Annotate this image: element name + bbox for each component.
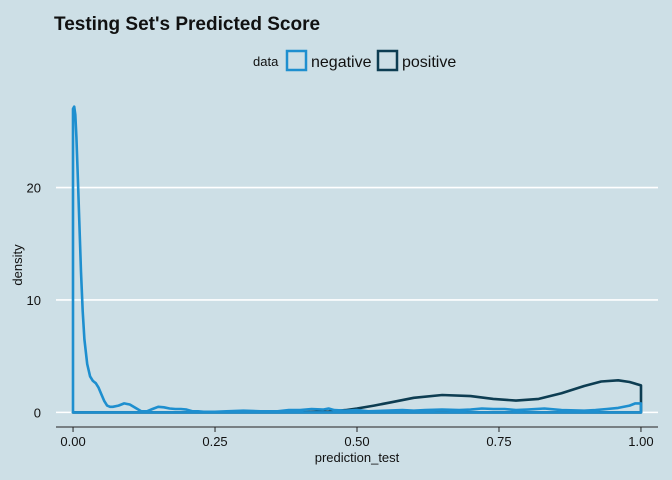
y-tick-label: 20 [27,181,41,196]
x-tick-label: 0.25 [202,434,227,449]
y-tick-label: 0 [34,405,41,420]
gridlines [56,186,658,414]
x-tick-label: 0.00 [60,434,85,449]
legend-label-positive: positive [402,54,456,71]
legend-title: data [253,54,279,69]
y-tick-label: 10 [27,293,41,308]
legend: data negative positive [253,49,456,72]
series-negative [71,105,643,414]
x-ticks: 0.00 0.25 0.50 0.75 1.00 [60,427,654,449]
y-axis-title: density [10,244,25,286]
legend-key-negative [285,49,308,72]
chart-title: Testing Set's Predicted Score [54,14,320,35]
legend-key-positive [376,49,399,72]
y-ticks: 0 10 20 [27,181,41,421]
x-tick-label: 0.50 [344,434,369,449]
legend-label-negative: negative [311,54,372,71]
x-axis-title: prediction_test [315,450,400,465]
x-tick-label: 0.75 [486,434,511,449]
x-tick-label: 1.00 [628,434,653,449]
series-layer [71,105,643,414]
